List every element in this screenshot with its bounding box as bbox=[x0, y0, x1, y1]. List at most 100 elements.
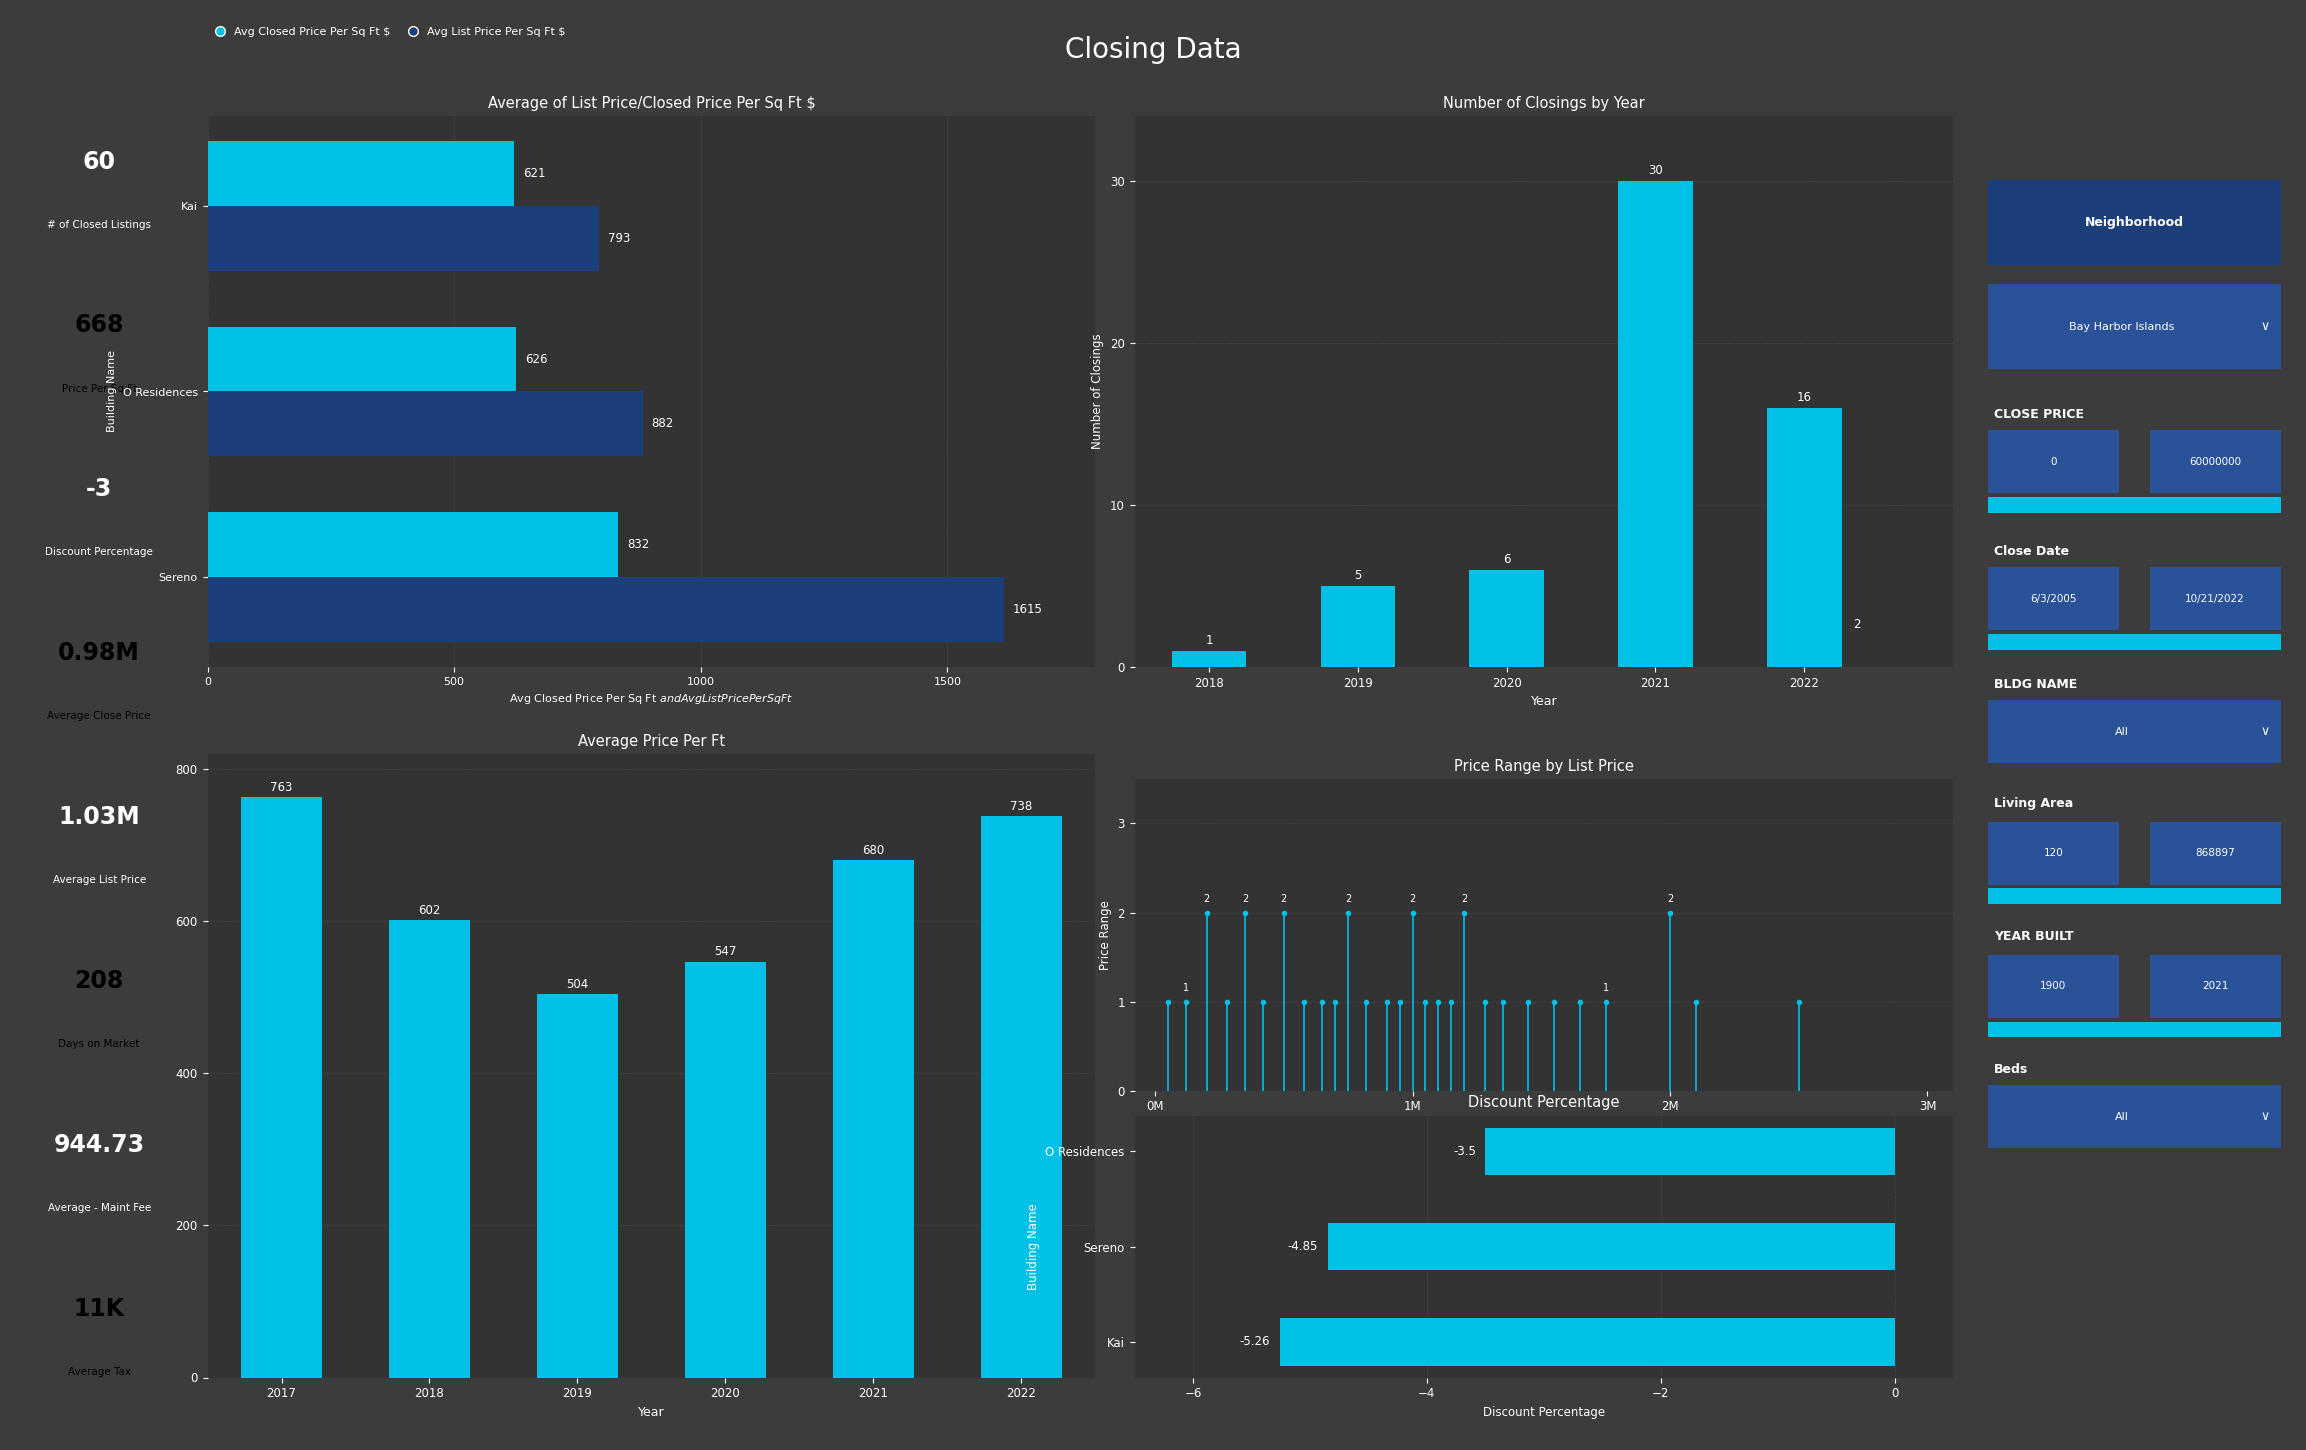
Title: Average Price Per Ft: Average Price Per Ft bbox=[579, 734, 724, 748]
FancyBboxPatch shape bbox=[1988, 1086, 2281, 1148]
Legend: Avg Closed Price Per Sq Ft $, Avg List Price Per Sq Ft $: Avg Closed Price Per Sq Ft $, Avg List P… bbox=[205, 22, 570, 41]
FancyBboxPatch shape bbox=[1988, 956, 2119, 1018]
Text: 6: 6 bbox=[1504, 554, 1510, 567]
Text: All: All bbox=[2115, 726, 2128, 737]
Text: 547: 547 bbox=[715, 945, 736, 958]
Text: Average Tax: Average Tax bbox=[67, 1367, 131, 1376]
Title: Price Range by List Price: Price Range by List Price bbox=[1453, 758, 1635, 774]
Text: 60000000: 60000000 bbox=[2188, 457, 2241, 467]
Text: CLOSE PRICE: CLOSE PRICE bbox=[1995, 409, 2085, 420]
Text: Price Per Sq Ft: Price Per Sq Ft bbox=[62, 384, 136, 393]
Bar bbox=[1485, 1128, 1896, 1175]
Title: Number of Closings by Year: Number of Closings by Year bbox=[1444, 96, 1644, 110]
Text: 0.98M: 0.98M bbox=[58, 641, 141, 666]
Text: 6/3/2005: 6/3/2005 bbox=[2029, 593, 2075, 603]
Text: 680: 680 bbox=[862, 844, 886, 857]
Text: 30: 30 bbox=[1649, 164, 1663, 177]
Bar bbox=[1328, 1222, 1896, 1270]
Bar bbox=[208, 512, 618, 577]
Text: -3.5: -3.5 bbox=[1453, 1146, 1476, 1159]
Y-axis label: Number of Closings: Number of Closings bbox=[1091, 334, 1105, 450]
Text: 2: 2 bbox=[1409, 893, 1416, 903]
X-axis label: Discount Percentage: Discount Percentage bbox=[1483, 1406, 1605, 1418]
Text: Bay Harbor Islands: Bay Harbor Islands bbox=[2068, 322, 2175, 332]
FancyBboxPatch shape bbox=[1988, 567, 2119, 631]
Text: 11K: 11K bbox=[74, 1296, 125, 1321]
FancyBboxPatch shape bbox=[2149, 822, 2281, 884]
Text: 0: 0 bbox=[2050, 457, 2057, 467]
Bar bbox=[1988, 634, 2281, 650]
Text: Average Close Price: Average Close Price bbox=[48, 712, 150, 721]
Bar bbox=[1988, 889, 2281, 905]
Bar bbox=[240, 798, 323, 1378]
FancyBboxPatch shape bbox=[2149, 431, 2281, 493]
Text: 504: 504 bbox=[567, 979, 588, 992]
X-axis label: Year: Year bbox=[639, 1406, 664, 1418]
Text: 2: 2 bbox=[1280, 893, 1287, 903]
Text: 738: 738 bbox=[1010, 800, 1033, 813]
FancyBboxPatch shape bbox=[1988, 180, 2281, 265]
X-axis label: List Price: List Price bbox=[1517, 1119, 1570, 1132]
Bar bbox=[208, 392, 643, 457]
Bar bbox=[980, 816, 1063, 1378]
Text: 626: 626 bbox=[526, 352, 549, 365]
FancyBboxPatch shape bbox=[1988, 822, 2119, 884]
Text: 1: 1 bbox=[1183, 983, 1190, 993]
Text: 2: 2 bbox=[1852, 618, 1861, 631]
FancyBboxPatch shape bbox=[1988, 700, 2281, 763]
Text: ∨: ∨ bbox=[2260, 725, 2269, 738]
Text: 120: 120 bbox=[2043, 848, 2064, 858]
Text: -4.85: -4.85 bbox=[1287, 1240, 1319, 1253]
Bar bbox=[1988, 497, 2281, 513]
Text: 868897: 868897 bbox=[2195, 848, 2235, 858]
Bar bbox=[1766, 407, 1842, 667]
Text: Closing Data: Closing Data bbox=[1065, 36, 1241, 64]
Text: 16: 16 bbox=[1796, 392, 1813, 405]
Title: Average of List Price/Closed Price Per Sq Ft $: Average of List Price/Closed Price Per S… bbox=[487, 96, 816, 110]
Text: Discount Percentage: Discount Percentage bbox=[46, 548, 152, 557]
X-axis label: Year: Year bbox=[1531, 696, 1557, 708]
Text: 1900: 1900 bbox=[2041, 982, 2066, 992]
Text: 2: 2 bbox=[1243, 893, 1248, 903]
Text: ∨: ∨ bbox=[2260, 320, 2269, 334]
Text: 1: 1 bbox=[1603, 983, 1610, 993]
Bar bbox=[537, 995, 618, 1378]
Text: 5: 5 bbox=[1354, 570, 1361, 583]
Text: Days on Market: Days on Market bbox=[58, 1040, 141, 1048]
Text: ∨: ∨ bbox=[2260, 1111, 2269, 1124]
Text: All: All bbox=[2115, 1112, 2128, 1122]
Text: 1615: 1615 bbox=[1012, 603, 1042, 616]
Text: Close Date: Close Date bbox=[1995, 545, 2068, 558]
Bar bbox=[208, 577, 1003, 642]
FancyBboxPatch shape bbox=[1988, 284, 2281, 368]
Bar bbox=[390, 919, 470, 1378]
Bar bbox=[208, 206, 600, 271]
Text: 1.03M: 1.03M bbox=[58, 805, 141, 829]
FancyBboxPatch shape bbox=[2149, 956, 2281, 1018]
Y-axis label: Building Name: Building Name bbox=[106, 351, 118, 432]
Text: 882: 882 bbox=[650, 418, 673, 431]
Text: 602: 602 bbox=[417, 903, 440, 916]
Text: -5.26: -5.26 bbox=[1241, 1335, 1271, 1348]
FancyBboxPatch shape bbox=[2149, 567, 2281, 631]
Text: Neighborhood: Neighborhood bbox=[2085, 216, 2184, 229]
Text: 793: 793 bbox=[606, 232, 630, 245]
Text: 2021: 2021 bbox=[2202, 982, 2228, 992]
Bar bbox=[685, 961, 766, 1378]
Text: 668: 668 bbox=[74, 313, 125, 338]
Bar bbox=[208, 326, 517, 392]
Text: BLDG NAME: BLDG NAME bbox=[1995, 679, 2078, 692]
Text: Beds: Beds bbox=[1995, 1063, 2029, 1076]
Text: Average - Maint Fee: Average - Maint Fee bbox=[48, 1204, 150, 1212]
Text: 621: 621 bbox=[523, 167, 544, 180]
Y-axis label: Price Range: Price Range bbox=[1098, 900, 1111, 970]
Text: YEAR BUILT: YEAR BUILT bbox=[1995, 931, 2073, 942]
Bar bbox=[1321, 586, 1395, 667]
Bar bbox=[1171, 651, 1245, 667]
Text: Living Area: Living Area bbox=[1995, 798, 2073, 811]
Text: 2: 2 bbox=[1344, 893, 1351, 903]
X-axis label: Avg Closed Price Per Sq Ft $ and Avg List Price Per Sq Ft $: Avg Closed Price Per Sq Ft $ and Avg Lis… bbox=[510, 692, 793, 706]
Bar bbox=[1280, 1318, 1896, 1366]
Bar bbox=[832, 860, 913, 1378]
Y-axis label: Building Name: Building Name bbox=[1026, 1204, 1040, 1290]
